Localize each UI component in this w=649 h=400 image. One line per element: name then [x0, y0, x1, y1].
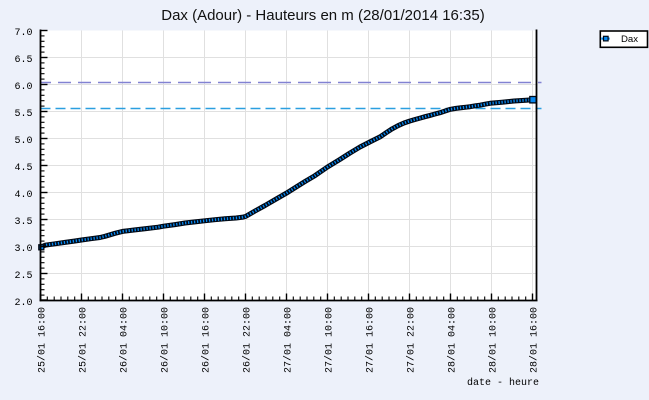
svg-text:Dax: Dax — [621, 34, 638, 45]
svg-text:28/01 16:00: 28/01 16:00 — [529, 307, 541, 373]
svg-text:26/01 04:00: 26/01 04:00 — [119, 307, 131, 373]
svg-text:25/01 22:00: 25/01 22:00 — [78, 307, 90, 373]
svg-text:2.0: 2.0 — [14, 298, 32, 309]
svg-text:6.5: 6.5 — [14, 55, 32, 66]
svg-text:27/01 04:00: 27/01 04:00 — [283, 307, 295, 373]
svg-text:27/01 16:00: 27/01 16:00 — [365, 307, 377, 373]
svg-text:28/01 10:00: 28/01 10:00 — [488, 307, 500, 373]
svg-text:28/01 04:00: 28/01 04:00 — [447, 307, 459, 373]
svg-text:6.0: 6.0 — [14, 82, 32, 93]
svg-text:date - heure: date - heure — [467, 377, 539, 389]
svg-text:27/01 22:00: 27/01 22:00 — [406, 307, 418, 373]
svg-text:4.5: 4.5 — [14, 163, 32, 174]
svg-text:2.5: 2.5 — [14, 271, 32, 282]
svg-text:3.0: 3.0 — [14, 244, 32, 255]
svg-text:5.0: 5.0 — [14, 136, 32, 147]
svg-text:26/01 22:00: 26/01 22:00 — [242, 307, 254, 373]
svg-text:5.5: 5.5 — [14, 109, 32, 120]
svg-text:Dax (Adour) - Hauteurs en m (2: Dax (Adour) - Hauteurs en m (28/01/2014 … — [161, 7, 485, 24]
svg-text:26/01 10:00: 26/01 10:00 — [160, 307, 172, 373]
svg-text:26/01 16:00: 26/01 16:00 — [201, 307, 213, 373]
svg-text:4.0: 4.0 — [14, 190, 32, 201]
svg-text:7.0: 7.0 — [14, 28, 32, 39]
svg-text:3.5: 3.5 — [14, 217, 32, 228]
svg-text:27/01 10:00: 27/01 10:00 — [324, 307, 336, 373]
svg-text:25/01 16:00: 25/01 16:00 — [37, 307, 49, 373]
